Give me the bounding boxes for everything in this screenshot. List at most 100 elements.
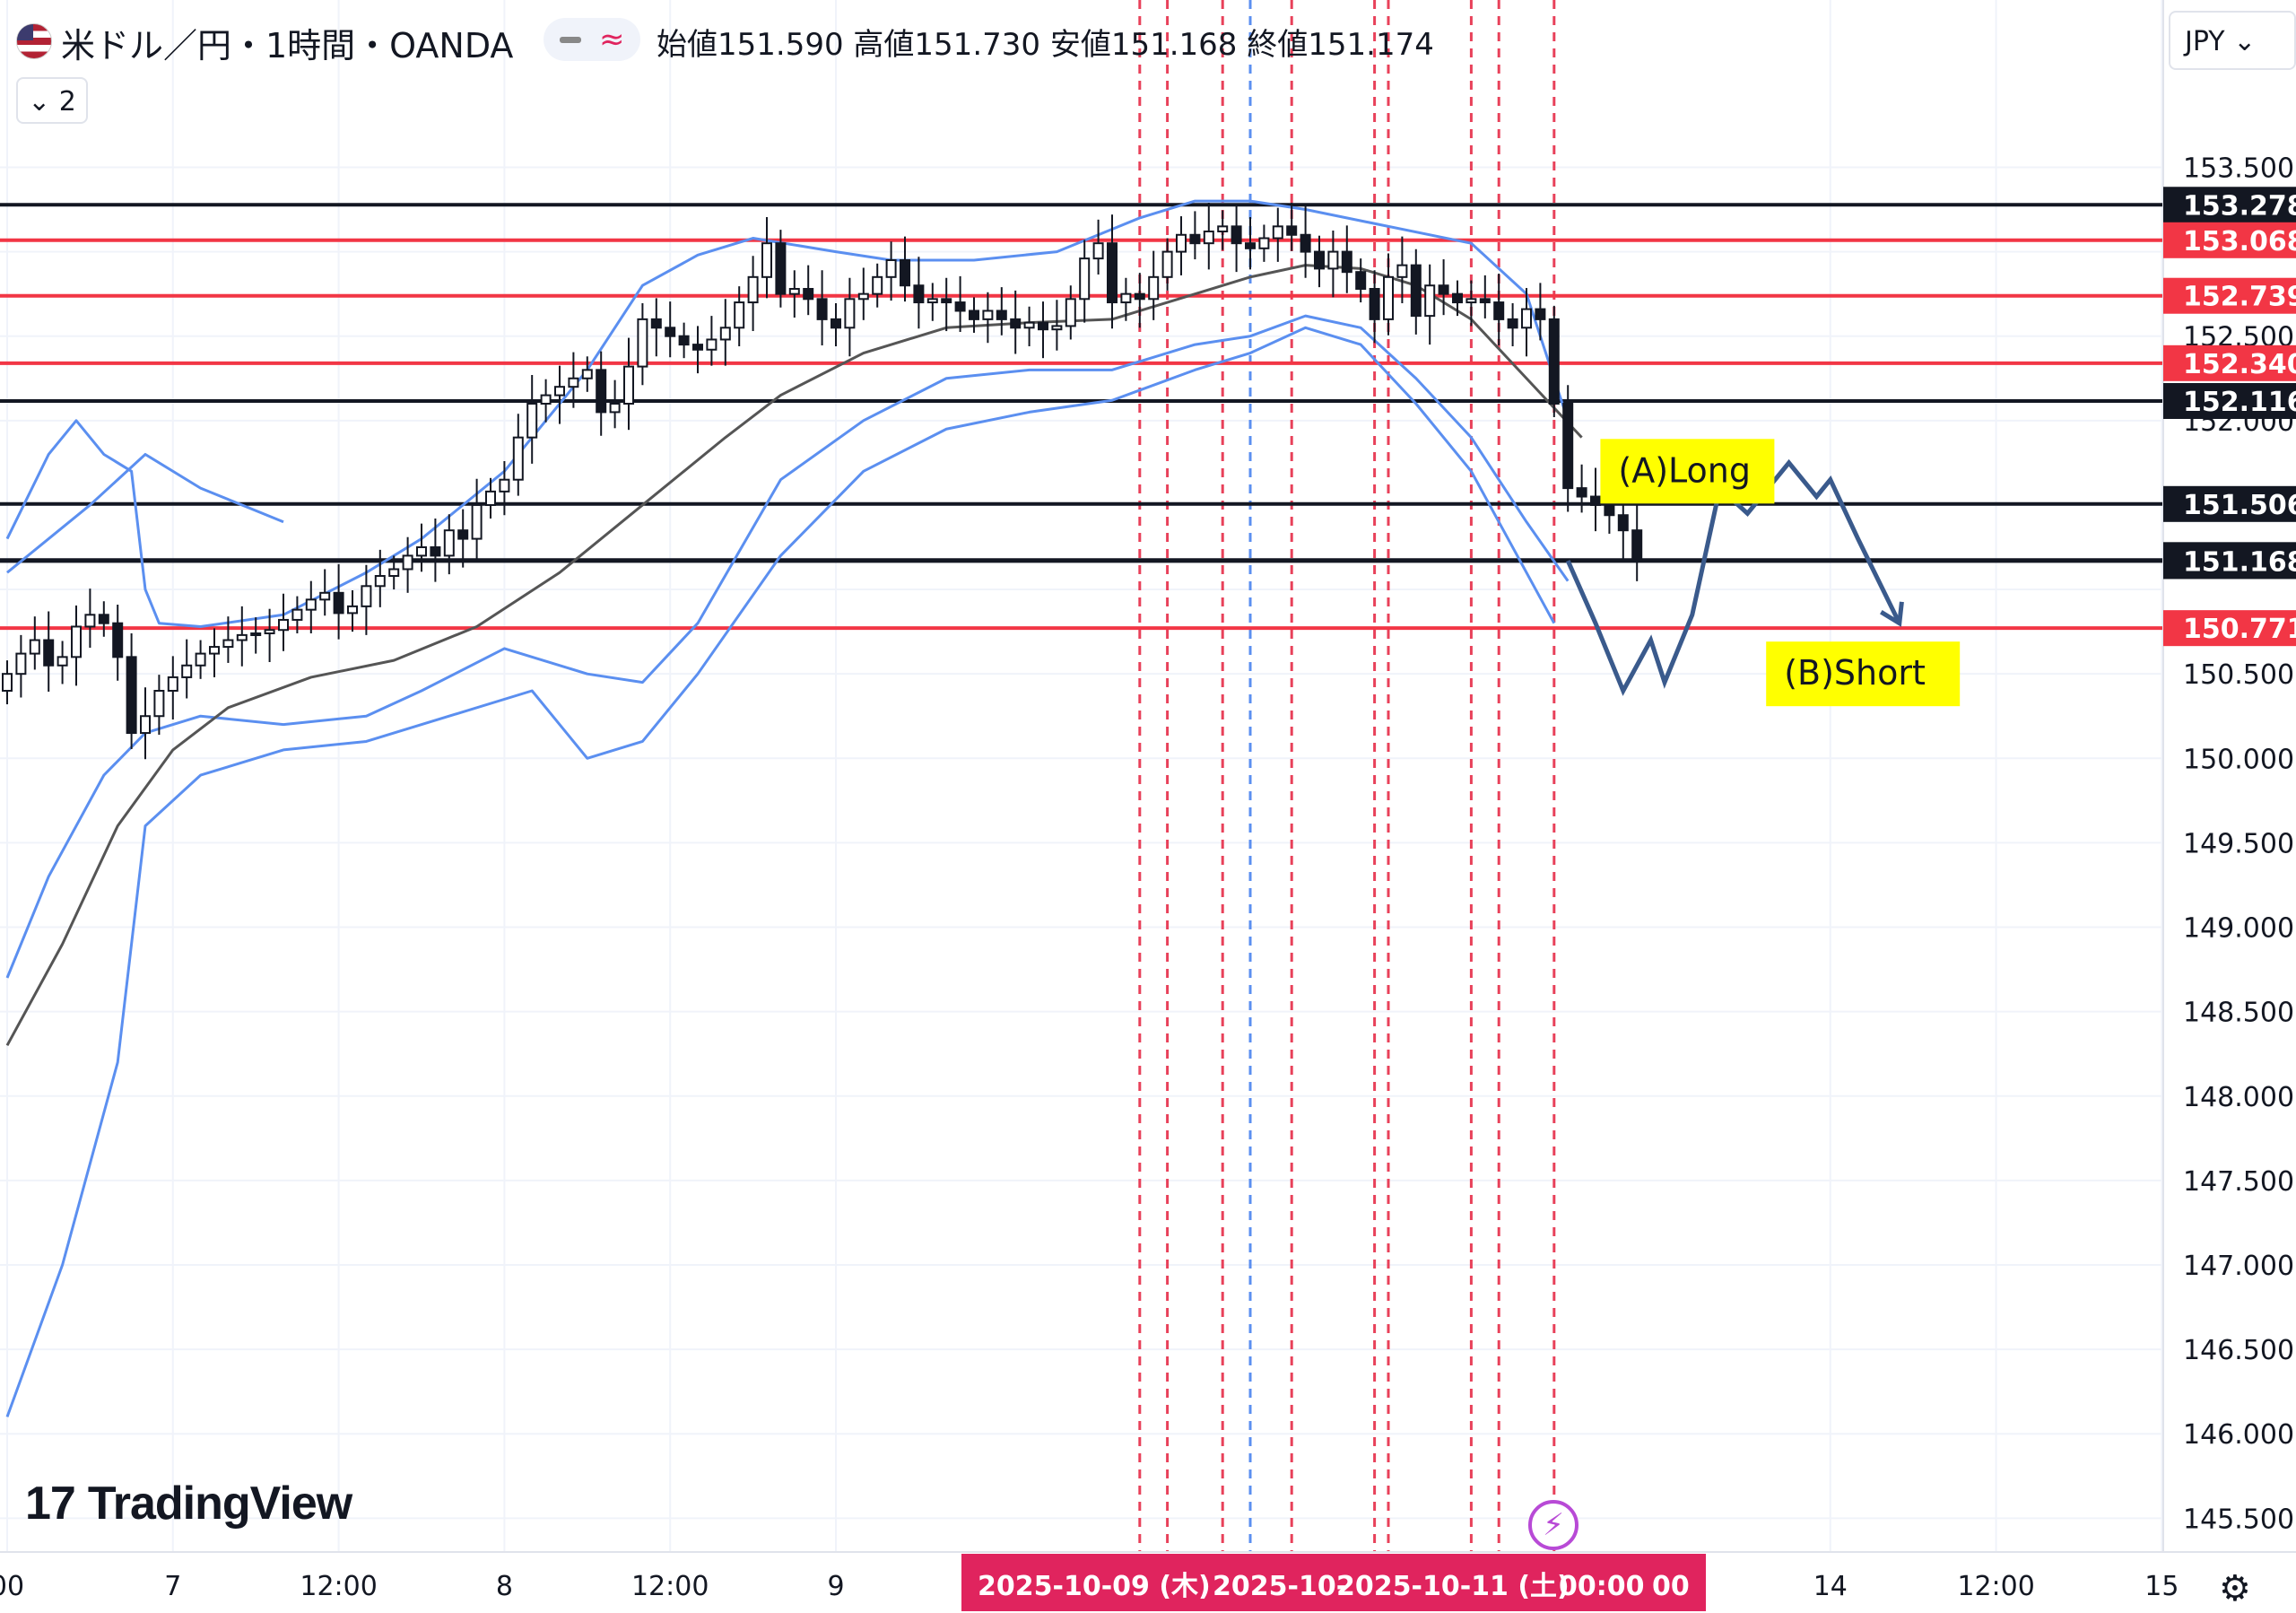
candle-body[interactable] — [678, 335, 690, 346]
candle-body[interactable] — [1023, 321, 1035, 329]
candle-body[interactable] — [1369, 288, 1380, 320]
candle-body[interactable] — [1438, 284, 1449, 295]
candle-body[interactable] — [181, 664, 193, 678]
candle-body[interactable] — [167, 676, 178, 692]
candle-body[interactable] — [1300, 233, 1311, 253]
candle-body[interactable] — [1590, 495, 1601, 506]
candle-body[interactable] — [803, 288, 814, 301]
candle-body[interactable] — [1203, 231, 1214, 245]
candle-body[interactable] — [264, 629, 275, 634]
candle-body[interactable] — [1424, 284, 1436, 318]
candle-body[interactable] — [913, 284, 925, 304]
candle-body[interactable] — [1065, 298, 1076, 327]
annotation-box-0[interactable] — [1600, 439, 1775, 504]
candle-body[interactable] — [885, 259, 897, 278]
candle-body[interactable] — [1161, 250, 1173, 278]
candle-body[interactable] — [222, 639, 234, 649]
candle-body[interactable] — [872, 275, 883, 295]
candle-body[interactable] — [581, 369, 593, 379]
candle-body[interactable] — [1258, 237, 1270, 249]
candle-body[interactable] — [443, 529, 455, 557]
candle-body[interactable] — [1092, 242, 1104, 260]
candle-body[interactable] — [98, 614, 109, 624]
candle-body[interactable] — [954, 301, 966, 312]
candle-body[interactable] — [1120, 292, 1132, 304]
candle-body[interactable] — [388, 568, 400, 577]
candle-body[interactable] — [402, 554, 413, 571]
candle-body[interactable] — [650, 318, 662, 329]
candle-body[interactable] — [568, 377, 579, 388]
candle-body[interactable] — [126, 656, 137, 735]
candle-body[interactable] — [526, 403, 538, 439]
candle-body[interactable] — [430, 546, 441, 557]
candle-body[interactable] — [333, 591, 344, 615]
candle-body[interactable] — [416, 546, 427, 557]
lightning-icon[interactable]: ⚡ — [1528, 1500, 1578, 1550]
candle-body[interactable] — [1562, 403, 1574, 490]
candle-body[interactable] — [637, 318, 648, 368]
candle-body[interactable] — [195, 652, 206, 667]
candle-body[interactable] — [969, 310, 979, 320]
candle-body[interactable] — [1148, 275, 1160, 301]
candle-body[interactable] — [29, 639, 40, 655]
candle-body[interactable] — [761, 242, 772, 278]
candle-body[interactable] — [1314, 250, 1325, 270]
candle-body[interactable] — [996, 310, 1007, 320]
candle-body[interactable] — [1107, 242, 1118, 304]
date-range-band[interactable] — [961, 1554, 1706, 1611]
candle-body[interactable] — [900, 259, 910, 287]
candle-body[interactable] — [250, 632, 262, 636]
candle-body[interactable] — [1272, 225, 1283, 240]
candle-body[interactable] — [1341, 250, 1352, 274]
candle-body[interactable] — [374, 575, 386, 588]
candle-body[interactable] — [1189, 233, 1201, 245]
candle-body[interactable] — [512, 436, 524, 481]
candle-body[interactable] — [1617, 514, 1629, 532]
candle-body[interactable] — [540, 394, 552, 405]
candle-body[interactable] — [1038, 321, 1048, 331]
candle-body[interactable] — [291, 608, 303, 621]
candle-body[interactable] — [831, 318, 841, 329]
candle-body[interactable] — [734, 301, 745, 329]
candle-body[interactable] — [1465, 298, 1477, 304]
candle-body[interactable] — [236, 633, 248, 641]
candle-body[interactable] — [1604, 503, 1615, 517]
minus-icon[interactable] — [560, 37, 581, 43]
currency-selector[interactable]: JPY ⌄ — [2169, 11, 2296, 70]
candle-body[interactable] — [15, 652, 27, 676]
candle-body[interactable] — [1134, 292, 1145, 301]
candle-body[interactable] — [1217, 225, 1229, 232]
candle-body[interactable] — [319, 591, 331, 601]
candle-body[interactable] — [361, 585, 372, 607]
candle-body[interactable] — [278, 618, 289, 632]
candle-body[interactable] — [816, 298, 828, 320]
candle-body[interactable] — [926, 298, 938, 304]
candle-body[interactable] — [1479, 298, 1491, 304]
candle-body[interactable] — [1452, 292, 1463, 304]
tradingview-logo[interactable]: 17 TradingView — [25, 1477, 352, 1530]
candle-body[interactable] — [1493, 301, 1505, 320]
candle-body[interactable] — [857, 292, 869, 301]
candle-body[interactable] — [71, 625, 82, 658]
candle-body[interactable] — [596, 369, 607, 414]
candle-body[interactable] — [1051, 325, 1063, 331]
candle-body[interactable] — [844, 298, 856, 329]
candle-body[interactable] — [112, 622, 124, 658]
candle-body[interactable] — [1383, 275, 1394, 320]
candle-body[interactable] — [43, 639, 55, 667]
candle-body[interactable] — [788, 288, 800, 295]
candle-body[interactable] — [665, 327, 676, 337]
indicator-collapse-button[interactable]: ⌄ 2 — [16, 77, 88, 124]
candle-body[interactable] — [499, 478, 510, 493]
candle-body[interactable] — [706, 338, 718, 351]
candle-body[interactable] — [485, 490, 496, 506]
candle-body[interactable] — [941, 298, 952, 304]
candle-body[interactable] — [982, 310, 994, 320]
symbol-title[interactable]: 米ドル／円・1時間・OANDA — [61, 26, 514, 65]
candle-body[interactable] — [554, 386, 565, 397]
candle-body[interactable] — [609, 403, 621, 414]
candle-body[interactable] — [1410, 264, 1422, 318]
candle-body[interactable] — [1535, 308, 1546, 320]
candle-body[interactable] — [457, 529, 469, 540]
